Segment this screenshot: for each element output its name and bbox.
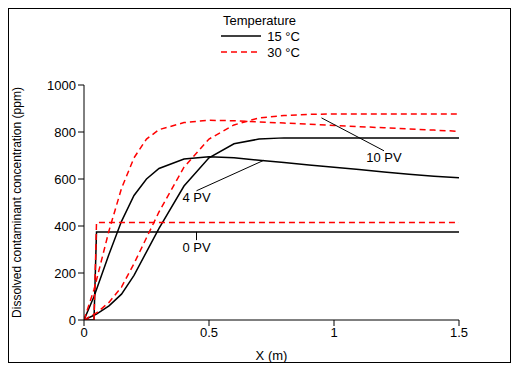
svg-text:Dissolved contaminant concentr: Dissolved contaminant concentration (ppm… xyxy=(10,87,24,318)
svg-text:0: 0 xyxy=(69,313,76,328)
svg-text:0 PV: 0 PV xyxy=(182,240,211,255)
svg-text:1000: 1000 xyxy=(47,78,76,93)
svg-text:X (m): X (m) xyxy=(256,348,288,363)
html-text:15 °C: 15 °C xyxy=(267,28,300,44)
svg-text:600: 600 xyxy=(54,172,76,187)
svg-text:1.5: 1.5 xyxy=(450,325,468,340)
svg-text:0: 0 xyxy=(80,325,87,340)
svg-text:200: 200 xyxy=(54,266,76,281)
svg-text:10 PV: 10 PV xyxy=(366,150,402,165)
svg-text:400: 400 xyxy=(54,219,76,234)
svg-text:0.5: 0.5 xyxy=(200,325,218,340)
html-text:Temperature: Temperature xyxy=(223,13,296,28)
html-text:30 °C: 30 °C xyxy=(267,44,300,60)
svg-text:1: 1 xyxy=(330,325,337,340)
svg-text:800: 800 xyxy=(54,125,76,140)
svg-text:4 PV: 4 PV xyxy=(182,190,211,205)
